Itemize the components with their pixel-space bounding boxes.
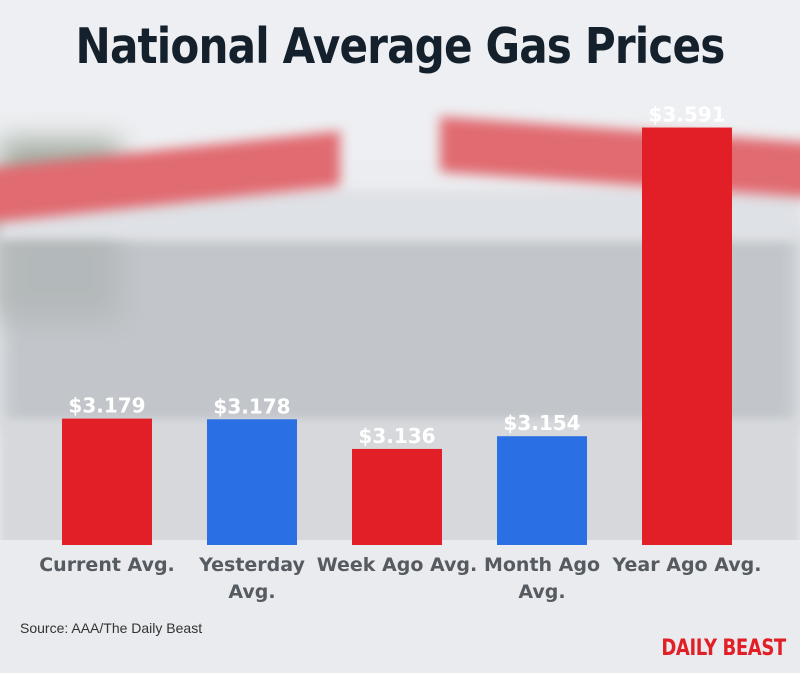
value-label-1: $3.178	[213, 394, 290, 418]
daily-beast-logo: DAILY BEAST	[661, 636, 786, 661]
value-label-3: $3.154	[503, 411, 580, 435]
value-label-2: $3.136	[358, 424, 435, 448]
bars-group	[62, 127, 732, 546]
category-label-1-1: Avg.	[228, 581, 275, 603]
bar-2	[352, 448, 442, 545]
value-labels-group: $3.179 $3.178 $3.136 $3.154 $3.591	[68, 103, 725, 448]
category-label-2-0: Week Ago Avg.	[317, 554, 478, 576]
category-label-3-0: Month Ago	[484, 554, 600, 576]
bar-0	[62, 418, 152, 545]
category-label-3-1: Avg.	[518, 581, 565, 603]
category-label-0-0: Current Avg.	[39, 554, 175, 576]
source-note: Source: AAA/The Daily Beast	[20, 620, 203, 636]
bar-3	[497, 436, 587, 545]
bar-1	[207, 419, 297, 545]
category-label-1-0: Yesterday	[198, 554, 305, 576]
category-label-4-0: Year Ago Avg.	[612, 554, 762, 576]
category-labels-group: Current Avg. Yesterday Avg. Week Ago Avg. Mo…	[39, 554, 761, 603]
bar-4	[642, 127, 732, 546]
value-label-4: $3.591	[648, 103, 725, 127]
chart-title: National Average Gas Prices	[75, 18, 726, 75]
value-label-0: $3.179	[68, 394, 145, 418]
